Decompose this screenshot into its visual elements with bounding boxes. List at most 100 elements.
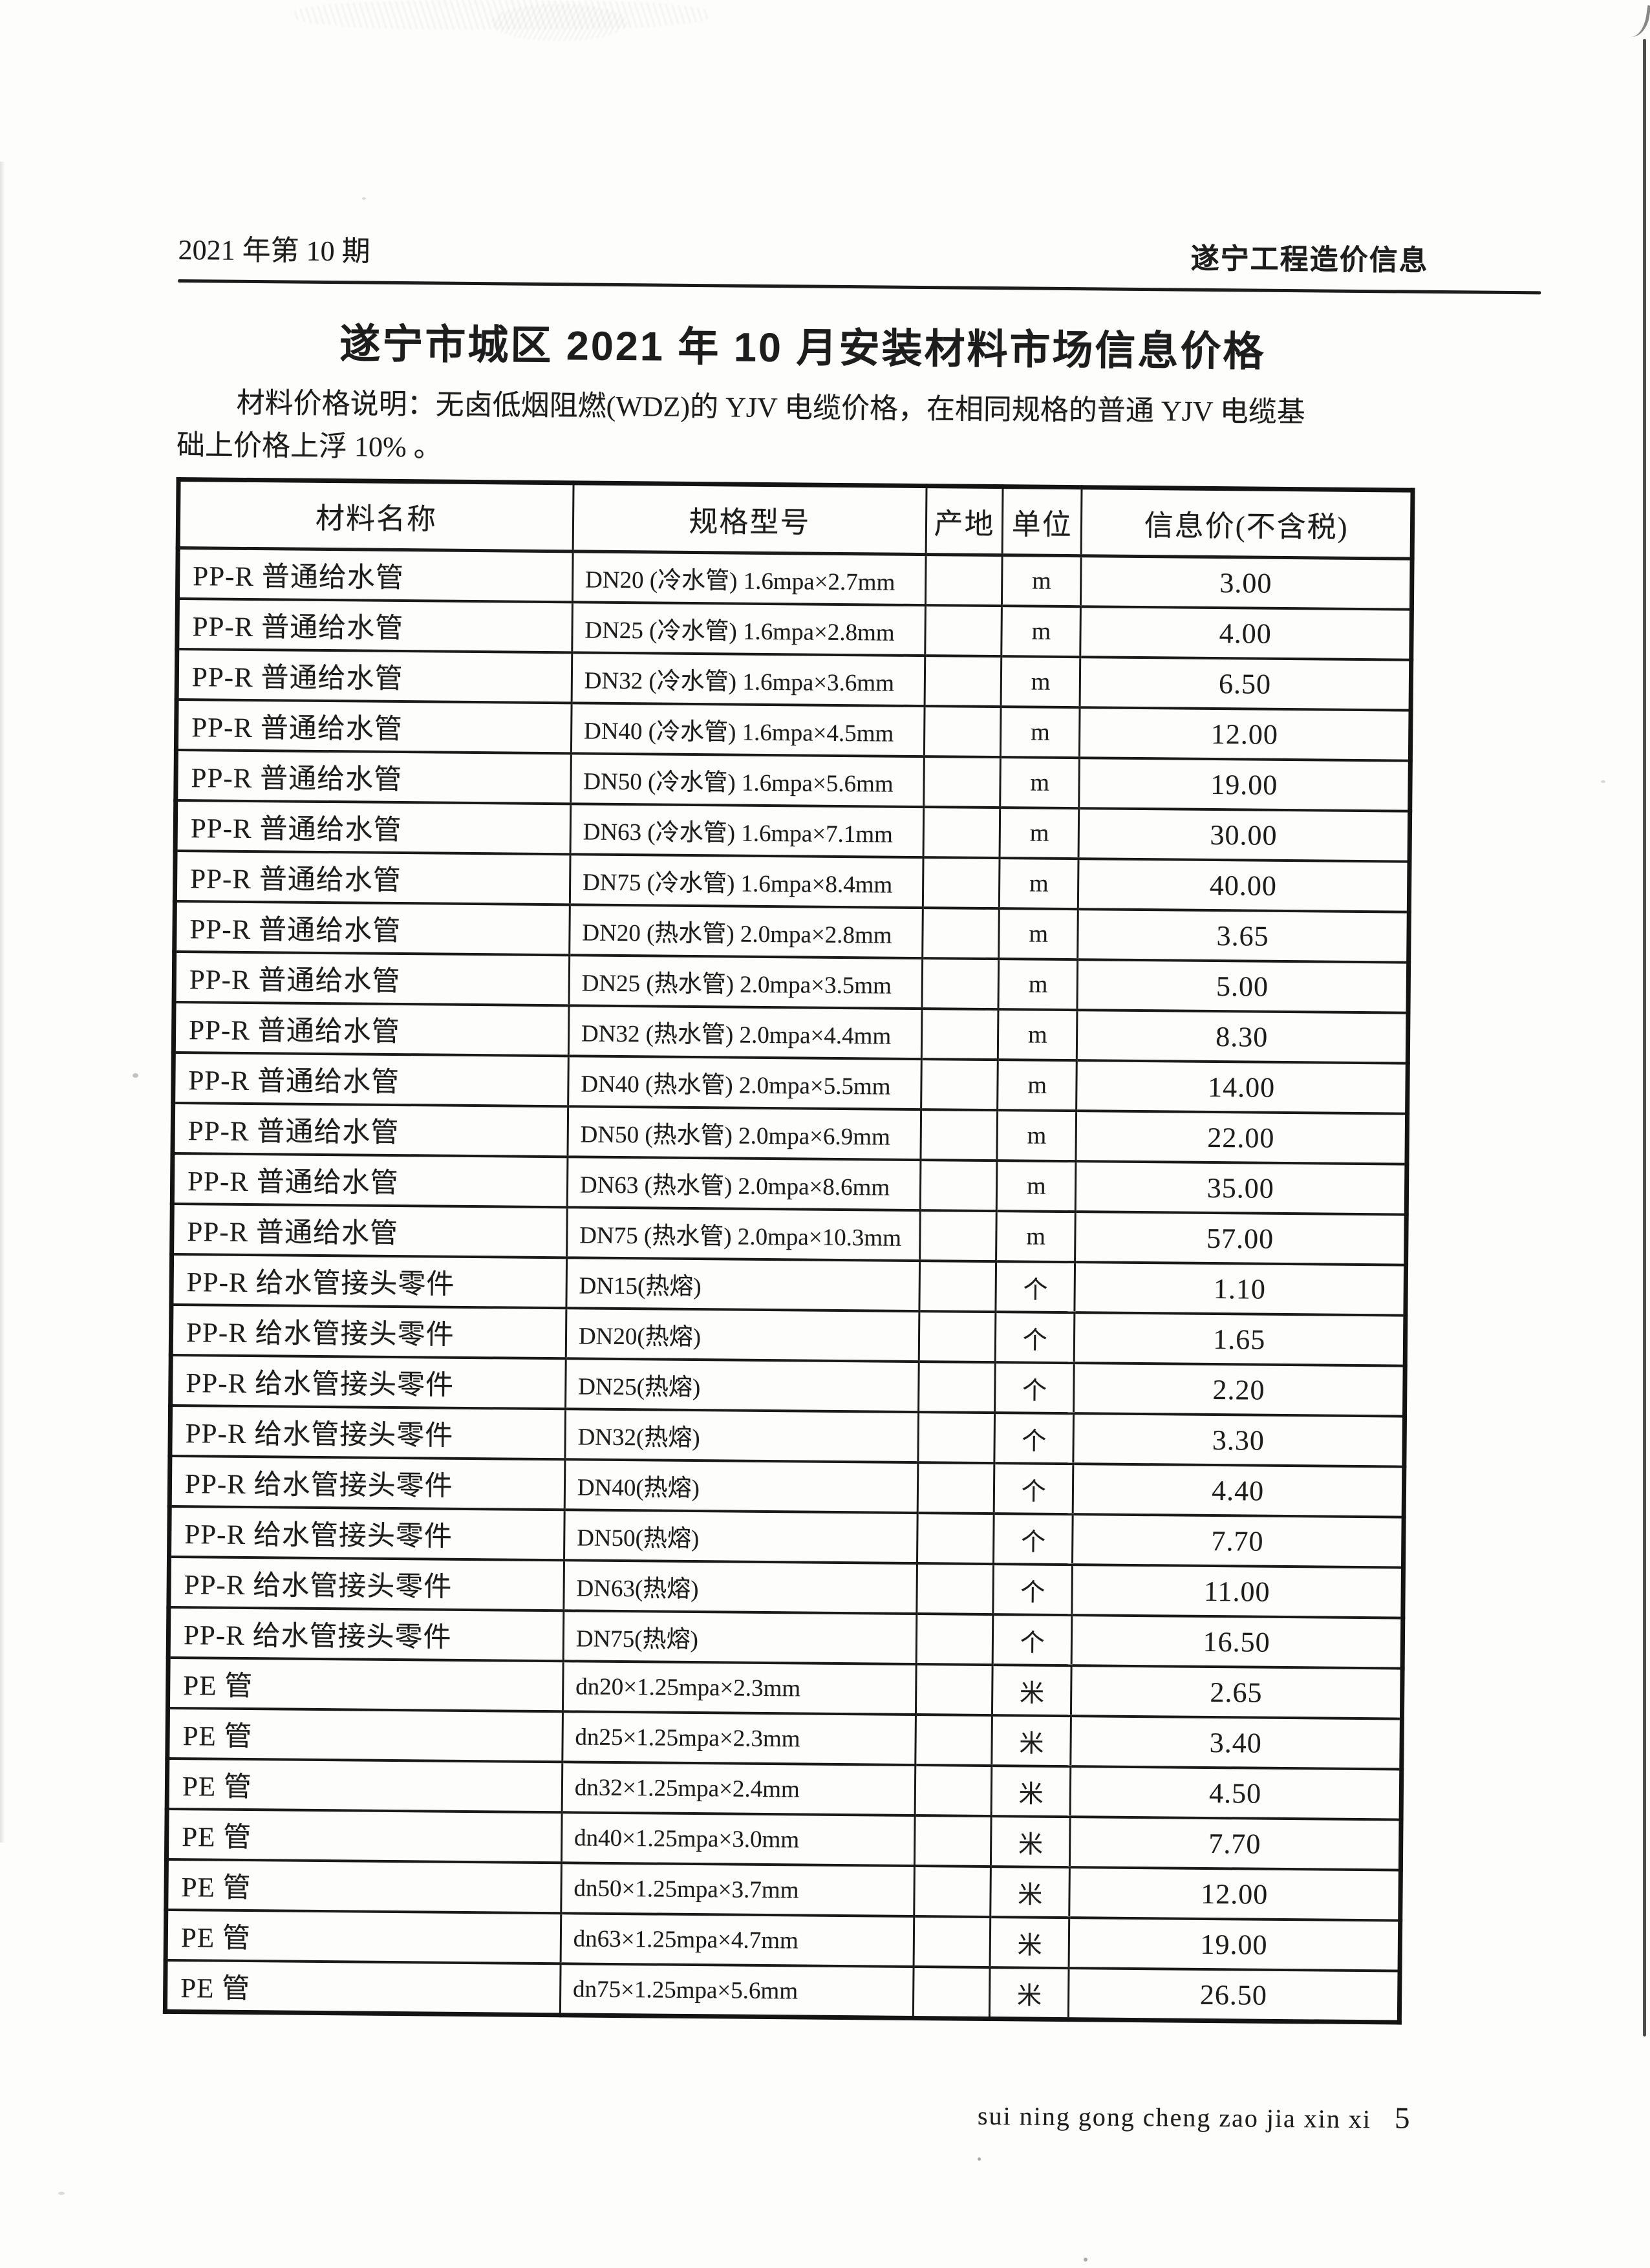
cell-origin bbox=[915, 1715, 992, 1766]
cell-price: 12.00 bbox=[1079, 707, 1411, 761]
price-table-body: PP-R 普通给水管 DN20 (冷水管) 1.6mpa×2.7mm m 3.00 PP… bbox=[165, 548, 1413, 2023]
cell-name: PE 管 bbox=[166, 1909, 561, 1964]
cell-origin bbox=[919, 1311, 996, 1363]
cell-name: PP-R 给水管接头零件 bbox=[171, 1254, 567, 1309]
cell-name: PP-R 普通给水管 bbox=[177, 599, 573, 653]
cell-price: 12.00 bbox=[1069, 1867, 1401, 1921]
cell-origin bbox=[922, 908, 1000, 959]
cell-unit: 米 bbox=[991, 1766, 1071, 1817]
cell-name: PP-R 普通给水管 bbox=[173, 1001, 569, 1056]
cell-spec: DN20(热熔) bbox=[566, 1308, 919, 1362]
cell-price: 1.10 bbox=[1075, 1262, 1406, 1316]
cell-price: 3.40 bbox=[1071, 1716, 1402, 1770]
cell-spec: DN63(热熔) bbox=[563, 1560, 917, 1614]
cell-unit: m bbox=[1000, 808, 1080, 859]
scan-artifact-left-edge-shade bbox=[0, 162, 5, 1843]
cell-spec: dn75×1.25mpa×5.6mm bbox=[560, 1963, 914, 2018]
cell-unit: 米 bbox=[989, 1967, 1069, 2020]
cell-name: PP-R 给水管接头零件 bbox=[168, 1607, 564, 1662]
cell-origin bbox=[923, 857, 1000, 909]
cell-price: 3.30 bbox=[1073, 1413, 1405, 1467]
cell-unit: 个 bbox=[994, 1362, 1075, 1414]
cell-price: 7.70 bbox=[1069, 1817, 1402, 1870]
cell-name: PP-R 普通给水管 bbox=[177, 548, 573, 603]
cell-price: 19.00 bbox=[1069, 1918, 1400, 1971]
scan-artifact-top-streak bbox=[294, 0, 708, 30]
publication-name: 遂宁工程造价信息 bbox=[1190, 242, 1429, 277]
cell-price: 3.00 bbox=[1080, 555, 1413, 610]
cell-spec: DN40(热熔) bbox=[564, 1459, 918, 1514]
cell-price: 11.00 bbox=[1072, 1565, 1404, 1618]
cell-origin bbox=[916, 1563, 994, 1615]
cell-unit: m bbox=[1000, 707, 1080, 758]
cell-name: PP-R 给水管接头零件 bbox=[169, 1506, 565, 1561]
cell-spec: dn50×1.25mpa×3.7mm bbox=[561, 1863, 915, 1917]
cell-price: 4.00 bbox=[1080, 606, 1412, 660]
cell-spec: DN15(热熔) bbox=[566, 1257, 920, 1312]
cell-spec: DN50(热熔) bbox=[564, 1510, 918, 1564]
page-number: 5 bbox=[1394, 2101, 1411, 2135]
cell-origin bbox=[913, 1967, 991, 2019]
cell-origin bbox=[921, 958, 999, 1010]
cell-spec: DN75 (热水管) 2.0mpa×10.3mm bbox=[566, 1207, 921, 1261]
cell-unit: m bbox=[996, 1211, 1076, 1263]
cell-name: PP-R 普通给水管 bbox=[176, 700, 572, 754]
cell-origin bbox=[914, 1815, 992, 1867]
cell-price: 16.50 bbox=[1071, 1615, 1403, 1669]
cell-spec: dn40×1.25mpa×3.0mm bbox=[561, 1812, 915, 1867]
cell-origin bbox=[924, 656, 1002, 707]
cell-spec: DN32(热熔) bbox=[564, 1409, 919, 1463]
cell-unit: m bbox=[997, 1110, 1077, 1162]
cell-price: 4.50 bbox=[1070, 1766, 1402, 1820]
scan-artifact-corner-tick bbox=[1623, 2, 1650, 39]
page-content: 2021 年第 10 期 遂宁工程造价信息 遂宁市城区 2021 年 10 月安… bbox=[162, 226, 1541, 2136]
scan-artifact-top-streak2 bbox=[491, 4, 627, 41]
cell-spec: DN40 (热水管) 2.0mpa×5.5mm bbox=[568, 1056, 922, 1110]
cell-origin bbox=[924, 706, 1002, 758]
cell-origin bbox=[919, 1261, 996, 1312]
header-rule bbox=[178, 279, 1541, 295]
cell-price: 7.70 bbox=[1072, 1514, 1404, 1568]
price-table-head: 材料名称 规格型号 产地 单位 信息价(不含税) bbox=[178, 479, 1413, 559]
cell-name: PE 管 bbox=[166, 1808, 562, 1863]
cell-name: PE 管 bbox=[166, 1859, 562, 1914]
cell-price: 2.65 bbox=[1071, 1665, 1403, 1719]
cell-name: PP-R 普通给水管 bbox=[173, 1052, 569, 1107]
scan-artifact-speck bbox=[58, 2192, 65, 2195]
cell-unit: m bbox=[998, 908, 1078, 960]
cell-unit: 米 bbox=[992, 1665, 1072, 1717]
cell-spec: DN32 (热水管) 2.0mpa×4.4mm bbox=[568, 1005, 922, 1060]
cell-unit: 个 bbox=[994, 1463, 1074, 1515]
price-note: 材料价格说明：无卤低烟阻燃(WDZ)的 YJV 电缆价格，在相同规格的普通 YJ… bbox=[177, 381, 1428, 478]
cell-unit: 个 bbox=[992, 1564, 1073, 1616]
cell-origin bbox=[925, 554, 1003, 606]
cell-spec: DN63 (冷水管) 1.6mpa×7.1mm bbox=[570, 804, 924, 858]
page-title: 遂宁市城区 2021 年 10 月安装材料市场信息价格 bbox=[339, 321, 1266, 375]
cell-price: 1.65 bbox=[1074, 1312, 1406, 1366]
cell-origin bbox=[914, 1765, 992, 1817]
cell-spec: DN25 (热水管) 2.0mpa×3.5mm bbox=[568, 955, 923, 1009]
cell-spec: DN32 (冷水管) 1.6mpa×3.6mm bbox=[571, 652, 925, 707]
cell-origin bbox=[914, 1866, 991, 1918]
cell-unit: m bbox=[998, 959, 1078, 1011]
cell-spec: DN20 (热水管) 2.0mpa×2.8mm bbox=[569, 904, 923, 959]
cell-price: 26.50 bbox=[1068, 1968, 1400, 2023]
cell-price: 8.30 bbox=[1077, 1010, 1408, 1064]
cell-price: 3.65 bbox=[1078, 909, 1409, 963]
cell-name: PP-R 普通给水管 bbox=[172, 1102, 568, 1157]
table-row: PE 管 dn75×1.25mpa×5.6mm 米 26.50 bbox=[165, 1960, 1400, 2023]
cell-spec: DN63 (热水管) 2.0mpa×8.6mm bbox=[567, 1157, 921, 1211]
cell-origin bbox=[917, 1513, 994, 1565]
cell-origin bbox=[920, 1160, 998, 1212]
cell-spec: DN25 (冷水管) 1.6mpa×2.8mm bbox=[572, 602, 926, 656]
cell-name: PP-R 给水管接头零件 bbox=[168, 1556, 564, 1611]
note-line-2: 础上价格上浮 10% 。 bbox=[176, 429, 442, 464]
col-header-unit: 单位 bbox=[1002, 486, 1082, 556]
scan-artifact-speck bbox=[1601, 780, 1605, 783]
cell-price: 35.00 bbox=[1075, 1161, 1407, 1215]
cell-origin bbox=[913, 1916, 991, 1968]
scan-artifact-speck bbox=[362, 197, 366, 200]
cell-name: PP-R 普通给水管 bbox=[171, 1203, 568, 1258]
cell-unit: m bbox=[996, 1161, 1077, 1212]
cell-name: PP-R 给水管接头零件 bbox=[169, 1455, 565, 1510]
